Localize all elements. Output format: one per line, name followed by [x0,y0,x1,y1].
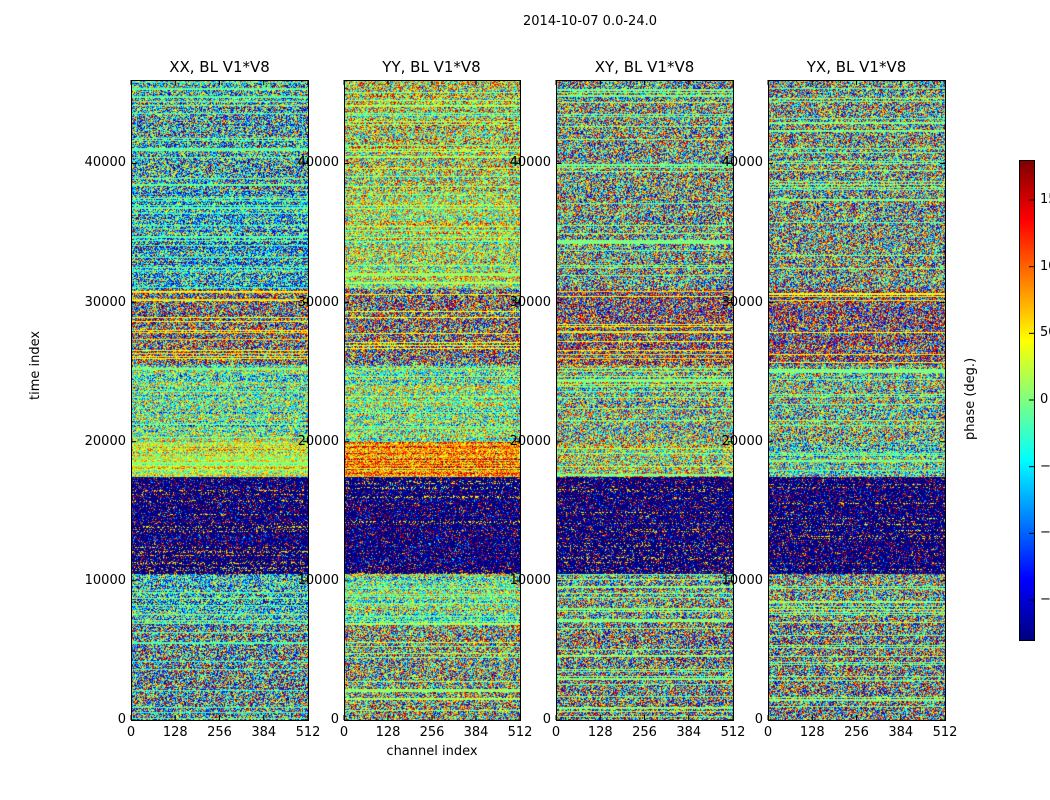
x-tick-label: 0 [551,725,561,740]
x-tick-label: 0 [339,725,349,740]
y-tick-label: 40000 [721,155,763,171]
x-tick-label: 128 [162,725,188,740]
x-tick-label: 256 [844,725,869,740]
x-tick-label: 0 [126,725,136,740]
panel-title-xy: XY, BL V1*V8 [594,58,695,76]
x-tick-label: 0 [763,725,773,740]
y-tick-label: 0 [542,712,551,727]
heatmap-panel-xx [131,80,308,720]
y-tick-label: 40000 [509,155,551,171]
y-tick-label: 10000 [297,572,339,588]
x-tick-label: 512 [507,725,533,740]
y-tick-label: 10000 [509,572,551,588]
panel-frame [131,80,309,721]
colorbar-tick-label: −150 [1040,592,1050,607]
y-tick-label: 20000 [84,433,126,449]
y-tick-label: 10000 [84,572,126,588]
y-tick-label: 40000 [84,155,126,171]
x-tick-label: 384 [676,725,702,740]
colorbar-tick-label: 50 [1040,325,1050,341]
x-tick-label: 256 [419,725,445,740]
y-tick-label: 40000 [297,155,339,171]
panel-frame [556,80,734,721]
x-tick-label: 384 [888,725,914,740]
panel-title-xx: XX, BL V1*V8 [169,58,270,76]
panel-frame [768,80,946,721]
y-axis-label: time index [28,330,43,400]
x-tick-label: 512 [720,725,746,740]
panel-title-yx: YX, BL V1*V8 [806,58,907,76]
x-tick-label: 256 [632,725,657,740]
panel-title-yy: YY, BL V1*V8 [382,58,481,76]
figure-title: 2014-10-07 0.0-24.0 [523,14,657,29]
y-tick-label: 10000 [721,572,763,588]
colorbar-tick-label: 100 [1040,258,1050,274]
colorbar-tick-label: −50 [1040,458,1050,474]
y-tick-label: 30000 [721,294,763,310]
x-tick-label: 384 [463,725,489,740]
y-tick-label: 30000 [297,294,339,310]
x-tick-label: 128 [587,725,613,740]
x-tick-label: 128 [375,725,401,740]
y-tick-label: 20000 [509,433,551,449]
colorbar-frame [1019,160,1035,641]
y-tick-label: 0 [330,712,339,727]
x-tick-label: 384 [251,725,277,740]
y-tick-label: 0 [117,712,126,727]
heatmap-panel-yy [344,80,520,720]
heatmap-panel-xy [556,80,733,720]
panel-frame [344,80,521,721]
colorbar-tick-label: 150 [1040,192,1050,207]
x-tick-label: 256 [207,725,232,740]
colorbar-tick-label: −100 [1040,525,1050,541]
y-tick-label: 20000 [721,433,763,449]
colorbar-tick-label: 0 [1040,392,1049,407]
colorbar [1019,160,1034,640]
x-tick-label: 128 [799,725,825,740]
x-axis-label: channel index [386,744,478,759]
y-tick-label: 20000 [297,433,339,449]
x-tick-label: 512 [295,725,321,740]
colorbar-label: phase (deg.) [963,357,978,440]
y-tick-label: 0 [754,712,763,727]
heatmap-panel-yx [768,80,945,720]
x-tick-label: 512 [932,725,958,740]
y-tick-label: 30000 [84,294,126,310]
y-tick-label: 30000 [509,294,551,310]
